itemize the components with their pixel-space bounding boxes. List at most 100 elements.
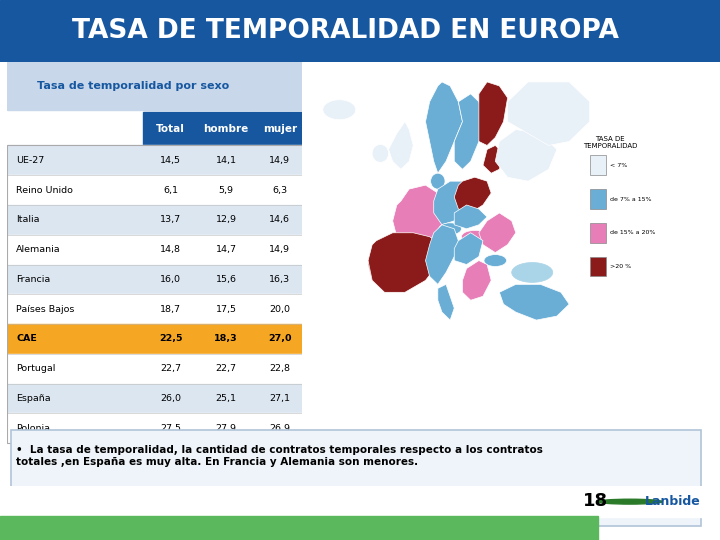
Text: mujer: mujer [263, 124, 297, 133]
Bar [590, 189, 606, 209]
Polygon shape [454, 205, 487, 229]
Text: España: España [16, 394, 51, 403]
Text: •  En la UE destaca la alta tasa de temporalidad de las mujeres españolas y pola: • En la UE destaca la alta tasa de tempo… [16, 501, 514, 510]
Text: 27,1: 27,1 [269, 394, 290, 403]
Polygon shape [479, 213, 516, 253]
Bar [7, 294, 306, 324]
Text: hombre: hombre [204, 124, 248, 133]
Text: >20 %: >20 % [611, 264, 631, 269]
Text: 20,0: 20,0 [269, 305, 290, 314]
Text: 16,3: 16,3 [269, 275, 290, 284]
Text: CAE: CAE [16, 334, 37, 343]
FancyBboxPatch shape [11, 430, 701, 526]
Bar [7, 235, 306, 265]
Text: Portugal: Portugal [16, 364, 55, 373]
Text: Fuente: Eustat –PRA: Fuente: Eustat –PRA [13, 455, 90, 464]
Bar [0, 516, 598, 540]
Polygon shape [483, 145, 503, 173]
Text: 5,9: 5,9 [219, 186, 233, 194]
Text: 25,1: 25,1 [215, 394, 237, 403]
Bar [7, 265, 306, 294]
Text: 14,9: 14,9 [269, 156, 290, 165]
Ellipse shape [418, 204, 433, 214]
Polygon shape [426, 82, 462, 173]
Polygon shape [392, 185, 446, 245]
Bar [7, 145, 306, 175]
Ellipse shape [512, 262, 553, 282]
Text: Polonia: Polonia [16, 424, 50, 433]
Polygon shape [368, 241, 392, 288]
Text: de 7% a 15%: de 7% a 15% [611, 197, 652, 201]
Text: 18: 18 [583, 492, 608, 510]
Text: 14,8: 14,8 [161, 245, 181, 254]
Text: Francia: Francia [16, 275, 50, 284]
Text: 26,0: 26,0 [161, 394, 181, 403]
Polygon shape [500, 285, 569, 320]
Polygon shape [454, 177, 491, 213]
Ellipse shape [439, 223, 462, 235]
Text: Reino Unido: Reino Unido [16, 186, 73, 194]
Text: 13,7: 13,7 [161, 215, 181, 224]
Text: Tasa de temporalidad por sexo: Tasa de temporalidad por sexo [37, 81, 229, 91]
Text: Países Bajos: Países Bajos [16, 305, 75, 314]
Bar [590, 223, 606, 242]
Text: 14,5: 14,5 [161, 156, 181, 165]
Text: 17,5: 17,5 [215, 305, 237, 314]
Polygon shape [508, 82, 590, 145]
Polygon shape [426, 225, 459, 285]
Text: 14,7: 14,7 [215, 245, 237, 254]
Bar [199, 112, 253, 145]
Text: Alemania: Alemania [16, 245, 60, 254]
Polygon shape [462, 261, 491, 300]
Ellipse shape [484, 254, 507, 267]
Text: 12,9: 12,9 [215, 215, 237, 224]
Ellipse shape [323, 100, 356, 120]
Polygon shape [495, 130, 557, 181]
Ellipse shape [372, 145, 389, 163]
Bar [590, 256, 606, 276]
Circle shape [598, 499, 662, 504]
Text: 22,8: 22,8 [269, 364, 290, 373]
Ellipse shape [462, 231, 488, 243]
Text: Lanbide: Lanbide [644, 495, 700, 508]
Polygon shape [389, 122, 413, 169]
Text: 22,5: 22,5 [159, 334, 183, 343]
Bar [0, 486, 720, 517]
Text: Italia: Italia [16, 215, 40, 224]
Text: TASA DE
TEMPORALIDAD: TASA DE TEMPORALIDAD [583, 137, 637, 150]
Bar [143, 112, 199, 145]
Text: 26,9: 26,9 [269, 424, 290, 433]
Polygon shape [454, 233, 483, 265]
Text: de 15% a 20%: de 15% a 20% [611, 230, 656, 235]
Bar [7, 205, 306, 235]
Text: •  La tasa de temporalidad, la cantidad de contratos temporales respecto a los c: • La tasa de temporalidad, la cantidad d… [16, 445, 542, 467]
Ellipse shape [431, 173, 445, 189]
Text: 22,7: 22,7 [161, 364, 181, 373]
Polygon shape [479, 82, 508, 145]
Text: 27,9: 27,9 [215, 424, 237, 433]
Text: 27,0: 27,0 [268, 334, 292, 343]
Text: 22,7: 22,7 [215, 364, 237, 373]
Bar [253, 112, 306, 145]
Bar [7, 354, 306, 383]
Polygon shape [438, 285, 454, 320]
Text: 14,6: 14,6 [269, 215, 290, 224]
Text: 6,3: 6,3 [272, 186, 287, 194]
Bar [7, 62, 306, 110]
Polygon shape [368, 233, 442, 292]
Bar [7, 324, 306, 354]
Text: 18,7: 18,7 [161, 305, 181, 314]
Text: 27,5: 27,5 [161, 424, 181, 433]
Bar [7, 383, 306, 413]
Text: 14,1: 14,1 [215, 156, 237, 165]
Text: 15,6: 15,6 [215, 275, 237, 284]
Bar [7, 413, 306, 443]
Text: TASA DE TEMPORALIDAD EN EUROPA: TASA DE TEMPORALIDAD EN EUROPA [72, 18, 619, 44]
Bar [590, 156, 606, 175]
Text: 16,0: 16,0 [161, 275, 181, 284]
Text: Total: Total [156, 124, 185, 133]
Bar [7, 145, 306, 443]
Bar [7, 175, 306, 205]
Ellipse shape [418, 187, 433, 199]
Text: < 7%: < 7% [611, 163, 627, 168]
